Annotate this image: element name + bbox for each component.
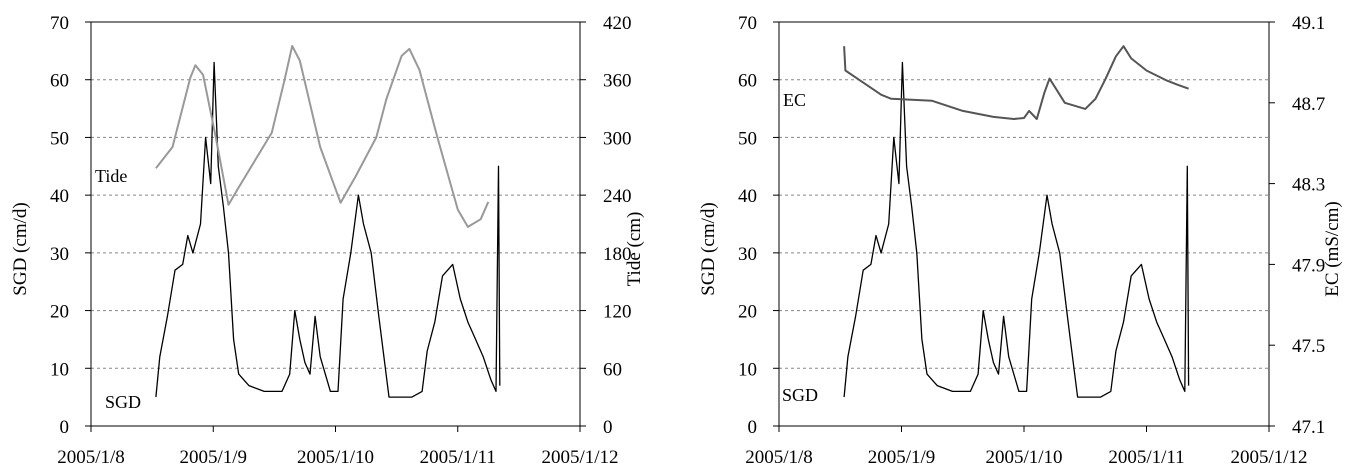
tick-labels: 0 10 20 30 40 50 60 70 47.1 47.5 47.9 48.3 48.7 49.1 2… (738, 13, 1325, 468)
series-layer (843, 45, 1190, 398)
y-right-tick-label: 49.1 (1292, 13, 1325, 34)
x-tick-label: 2005/1/12 (1230, 447, 1307, 468)
y-left-tick-label: 40 (50, 186, 69, 207)
plot-frame (778, 21, 1270, 427)
y-left-tick-label: 30 (50, 244, 69, 265)
axes-layer (85, 21, 586, 432)
y-left-tick-label: 50 (50, 128, 69, 149)
series-line-tide (155, 45, 490, 228)
tick-labels: 0 10 20 30 40 50 60 70 0 60 120 180 240 300 360 420 2005… (50, 13, 632, 468)
y-left-tick-label: 0 (60, 417, 70, 438)
y-right-tick-label: 47.9 (1292, 255, 1325, 276)
grid-lines (91, 21, 580, 369)
sgd-series-label: SGD (105, 392, 141, 412)
y-right-tick-label: 48.7 (1292, 94, 1325, 115)
y-right-tick-label: 48.3 (1292, 175, 1325, 196)
axes-layer (773, 21, 1275, 432)
y-right-tick-label: 240 (603, 186, 632, 207)
y-left-tick-label: 50 (738, 128, 757, 149)
y-right-tick-label: 60 (603, 359, 622, 380)
x-tick-label: 2005/1/12 (541, 447, 618, 468)
y-left-tick-label: 70 (738, 13, 757, 34)
y-left-tick-label: 70 (50, 13, 69, 34)
x-tick-label: 2005/1/8 (745, 447, 813, 468)
x-tick-label: 2005/1/10 (297, 447, 374, 468)
y-left-axis-title: SGD (cm/d) (10, 202, 31, 295)
y-right-tick-label: 360 (603, 71, 632, 92)
y-left-tick-label: 10 (50, 359, 69, 380)
y-left-tick-label: 20 (738, 302, 757, 323)
y-left-tick-label: 40 (738, 186, 757, 207)
chart-panel-sgd-tide: 0 10 20 30 40 50 60 70 0 60 120 180 240 300 360 420 2005… (10, 13, 645, 468)
series-line-sgd (155, 61, 501, 398)
sgd-series-label: SGD (782, 385, 818, 405)
y-right-axis-title: EC (mS/cm) (1322, 201, 1343, 297)
y-left-tick-label: 20 (50, 302, 69, 323)
y-left-tick-label: 0 (748, 417, 758, 438)
x-tick-label: 2005/1/9 (868, 447, 936, 468)
y-right-axis-title: Tide (cm) (624, 212, 645, 287)
y-left-axis-title: SGD (cm/d) (698, 202, 719, 295)
tide-series-label: Tide (95, 166, 127, 186)
y-right-tick-label: 47.5 (1292, 336, 1325, 357)
y-left-tick-label: 30 (738, 244, 757, 265)
plot-frame (90, 21, 581, 427)
series-layer (155, 45, 501, 398)
chart-panel-sgd-ec: 0 10 20 30 40 50 60 70 47.1 47.5 47.9 48.3 48.7 49.1 2… (698, 13, 1343, 468)
y-right-tick-label: 47.1 (1292, 417, 1325, 438)
series-line-ec (843, 45, 1189, 120)
y-left-tick-label: 60 (50, 71, 69, 92)
x-tick-label: 2005/1/9 (179, 447, 247, 468)
x-tick-label: 2005/1/8 (57, 447, 125, 468)
y-right-tick-label: 300 (603, 128, 632, 149)
y-right-tick-label: 180 (603, 244, 632, 265)
x-tick-label: 2005/1/10 (985, 447, 1062, 468)
x-tick-label: 2005/1/11 (420, 447, 496, 468)
y-left-tick-label: 60 (738, 71, 757, 92)
y-right-tick-label: 0 (603, 417, 613, 438)
y-left-tick-label: 10 (738, 359, 757, 380)
y-right-tick-label: 120 (603, 302, 632, 323)
ec-series-label: EC (783, 90, 806, 110)
x-tick-label: 2005/1/11 (1108, 447, 1184, 468)
y-right-tick-label: 420 (603, 13, 632, 34)
series-line-sgd (843, 61, 1190, 398)
grid-lines (779, 21, 1269, 369)
